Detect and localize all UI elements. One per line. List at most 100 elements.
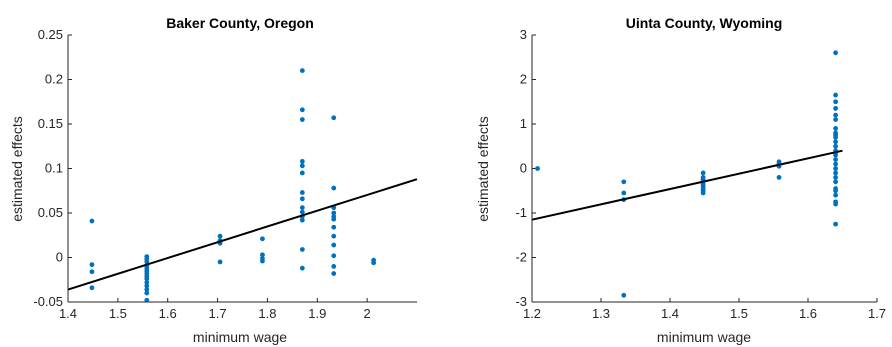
scatter-point: [833, 175, 838, 180]
y-tick-label: 0.2: [45, 72, 63, 87]
y-tick-label: -2: [515, 250, 527, 265]
y-axis-label: estimated effects: [9, 116, 25, 222]
x-tick-label: 1.4: [59, 306, 77, 321]
scatter-point: [89, 218, 95, 224]
scatter-point: [144, 290, 150, 296]
scatter-point: [144, 259, 150, 265]
scatter-point: [833, 139, 838, 145]
scatter-point: [833, 157, 838, 163]
chart-panel-baker-county: Baker County, Oregon minimum wage estima…: [9, 15, 418, 345]
scatter-point: [833, 112, 838, 118]
x-tick-label: 1.7: [868, 306, 886, 321]
scatter-point: [621, 292, 627, 298]
scatter-point: [833, 99, 838, 105]
x-tick-label: 1.2: [523, 306, 541, 321]
scatter-point: [833, 221, 838, 227]
scatter-point: [833, 92, 838, 98]
scatter-point: [299, 107, 305, 113]
x-tick-label: 1.3: [592, 306, 610, 321]
scatter-point: [331, 264, 337, 269]
x-tick-label: 1.6: [159, 306, 177, 321]
fit-line: [67, 178, 418, 291]
y-tick-label: 0.25: [38, 27, 63, 42]
scatter-point: [299, 117, 305, 122]
scatter-point: [371, 260, 377, 266]
scatter-point: [833, 143, 838, 149]
scatter-points: [535, 50, 838, 298]
scatter-point: [833, 179, 838, 185]
x-tick-label: 1.9: [308, 306, 326, 321]
axis-ticks: 1.2 1.3 1.4 1.5 1.6 1.7 -3 -2 -1 0 1 2 3: [515, 27, 886, 321]
scatter-point: [299, 205, 305, 211]
y-tick-label: 3: [520, 27, 527, 42]
scatter-point: [299, 209, 305, 215]
scatter-point: [89, 262, 95, 268]
y-tick-label: -3: [515, 294, 527, 309]
scatter-point: [833, 166, 838, 171]
chart-title: Uinta County, Wyoming: [626, 15, 783, 31]
y-tick-label: 0: [520, 161, 527, 176]
scatter-point: [299, 170, 305, 176]
scatter-point: [833, 50, 838, 56]
y-tick-label: 2: [520, 72, 527, 87]
scatter-point: [260, 236, 265, 242]
scatter-point: [89, 285, 95, 291]
scatter-point: [144, 276, 150, 282]
scatter-point: [833, 126, 838, 131]
scatter-point: [833, 134, 838, 140]
scatter-point: [621, 179, 627, 185]
scatter-point: [144, 283, 150, 289]
x-tick-label: 1.5: [109, 306, 127, 321]
y-axis-label: estimated effects: [475, 116, 491, 222]
x-axis-label: minimum wage: [657, 329, 751, 345]
chart-title: Baker County, Oregon: [166, 15, 314, 31]
scatter-point: [144, 287, 150, 292]
scatter-points: [89, 68, 377, 303]
scatter-point: [331, 216, 337, 222]
x-tick-label: 1.6: [799, 306, 817, 321]
scatter-point: [833, 152, 838, 158]
axis-ticks: 1.4 1.5 1.6 1.7 1.8 1.9 2 -0.05 0 0.05 0.1 0.15 0.2 0…: [33, 27, 370, 321]
scatter-point: [700, 190, 706, 196]
scatter-point: [331, 233, 337, 239]
scatter-point: [331, 271, 337, 276]
x-tick-label: 1.8: [258, 306, 276, 321]
scatter-point: [260, 252, 265, 258]
y-tick-label: 0.1: [45, 161, 63, 176]
scatter-point: [833, 201, 838, 207]
scatter-point: [776, 175, 782, 180]
scatter-point: [331, 224, 337, 230]
scatter-point: [331, 185, 337, 191]
scatter-point: [144, 280, 150, 285]
scatter-point: [833, 188, 838, 194]
scatter-point: [260, 258, 265, 264]
scatter-point: [331, 242, 337, 248]
chart-panel-uinta-county: Uinta County, Wyoming minimum wage estim…: [475, 15, 886, 345]
x-axis-label: minimum wage: [193, 329, 287, 345]
scatter-point: [331, 210, 337, 216]
scatter-point: [535, 166, 540, 171]
scatter-point: [700, 170, 706, 176]
scatter-point: [621, 190, 627, 196]
y-tick-label: 1: [520, 116, 527, 131]
y-tick-label: -0.05: [33, 294, 63, 309]
x-tick-label: 1.4: [661, 306, 679, 321]
y-tick-label: 0.15: [38, 116, 63, 131]
scatter-point: [833, 106, 838, 111]
scatter-point: [331, 115, 337, 121]
scatter-point: [331, 253, 337, 259]
y-tick-label: -1: [515, 205, 527, 220]
scatter-point: [299, 247, 305, 252]
scatter-point: [833, 170, 838, 176]
scatter-point: [833, 161, 838, 167]
scatter-point: [833, 192, 838, 198]
x-tick-label: 1.7: [209, 306, 227, 321]
scatter-point: [299, 265, 305, 271]
y-tick-label: 0.05: [38, 205, 63, 220]
fit-line: [531, 149, 843, 221]
y-tick-label: 0: [56, 250, 63, 265]
scatter-point: [299, 68, 305, 73]
scatter-point: [217, 233, 223, 239]
scatter-point: [833, 117, 838, 122]
